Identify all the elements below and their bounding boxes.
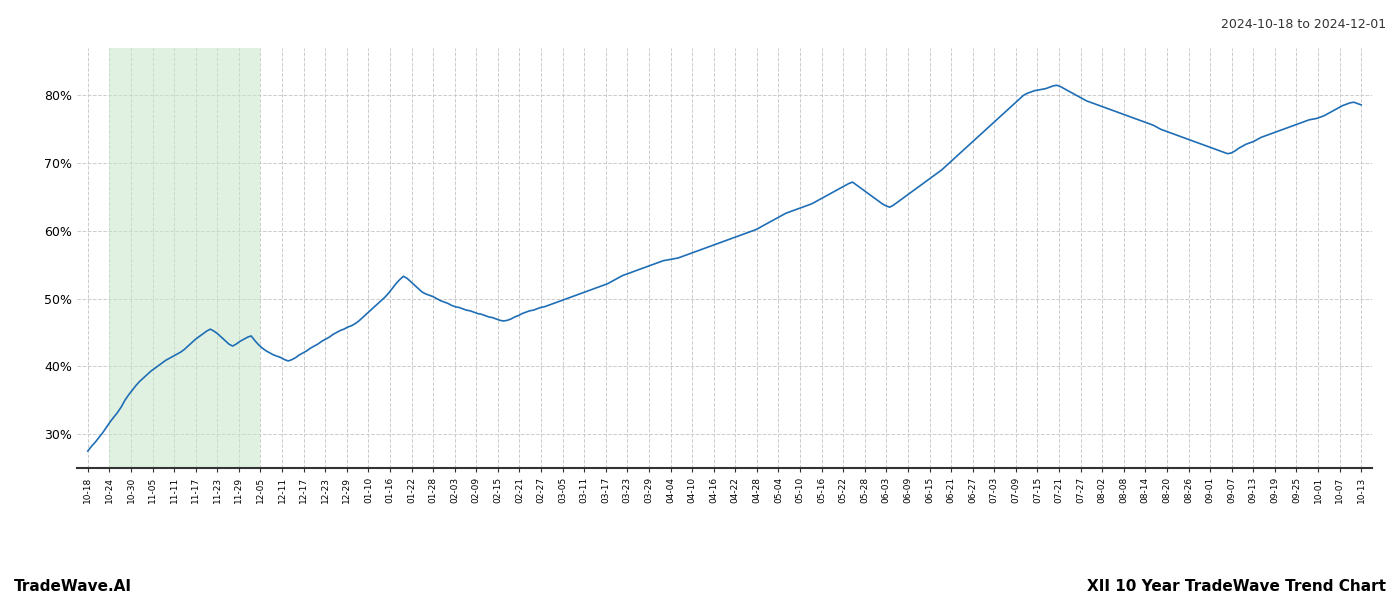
Text: 2024-10-18 to 2024-12-01: 2024-10-18 to 2024-12-01	[1221, 18, 1386, 31]
Bar	[109, 48, 260, 468]
Text: XII 10 Year TradeWave Trend Chart: XII 10 Year TradeWave Trend Chart	[1086, 579, 1386, 594]
Text: TradeWave.AI: TradeWave.AI	[14, 579, 132, 594]
